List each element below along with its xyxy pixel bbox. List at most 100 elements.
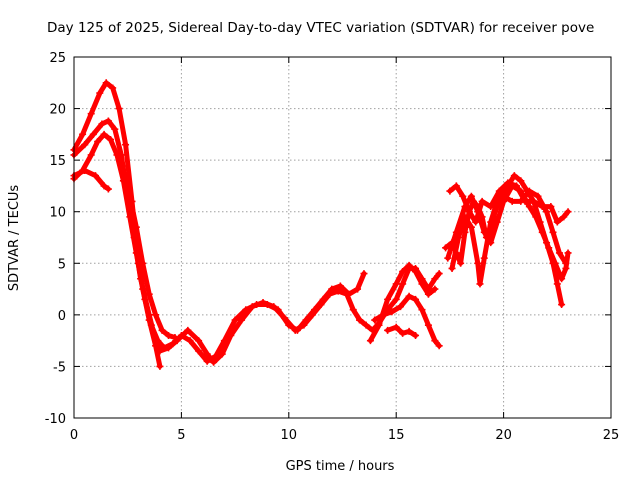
data-point [448, 264, 456, 272]
data-point [203, 357, 211, 365]
data-point [405, 327, 413, 335]
data-point [210, 358, 218, 366]
data-point [467, 223, 475, 231]
data-point [109, 84, 117, 92]
data-point [396, 303, 404, 311]
data-point [478, 197, 486, 205]
data-point [508, 197, 516, 205]
data-point [195, 337, 203, 345]
series-track-3 [70, 166, 112, 193]
y-tick-label: 20 [49, 103, 66, 118]
data-point [388, 308, 396, 316]
data-point [281, 314, 289, 322]
data-point [362, 321, 370, 329]
series-track-2 [70, 117, 364, 366]
data-point [113, 151, 121, 159]
data-point [551, 259, 559, 267]
y-axis-label: SDTVAR / TECUs [7, 185, 22, 292]
data-series [70, 79, 572, 370]
data-point [156, 362, 164, 370]
data-point [384, 326, 392, 334]
data-point [96, 89, 104, 97]
data-point [248, 303, 256, 311]
data-point [487, 218, 495, 226]
series-track-5 [119, 172, 179, 342]
data-point [504, 179, 512, 187]
data-point [545, 244, 553, 252]
data-point [100, 182, 108, 190]
data-point [532, 213, 540, 221]
data-point [547, 203, 555, 211]
data-point [317, 301, 325, 309]
data-point [424, 321, 432, 329]
data-point [476, 280, 484, 288]
data-point [379, 311, 387, 319]
data-point [392, 295, 400, 303]
data-point [371, 316, 379, 324]
data-point [399, 329, 407, 337]
data-point [366, 337, 374, 345]
y-tick-label: 25 [49, 51, 66, 66]
data-point [87, 110, 95, 118]
data-point [530, 197, 538, 205]
data-point [300, 321, 308, 329]
plot-frame [73, 56, 612, 419]
data-point [412, 331, 420, 339]
data-point [510, 172, 518, 180]
data-point [291, 326, 299, 334]
data-point [534, 192, 542, 200]
data-point [444, 254, 452, 262]
y-tick-label: 10 [49, 206, 66, 221]
data-point [375, 321, 383, 329]
data-point [493, 197, 501, 205]
data-point [467, 192, 475, 200]
data-point [122, 141, 130, 149]
data-point [343, 290, 351, 298]
data-point [104, 185, 112, 193]
data-point [480, 254, 488, 262]
series-track-8 [371, 292, 443, 350]
data-point [308, 311, 316, 319]
data-point [517, 177, 525, 185]
data-point [195, 347, 203, 355]
data-point [91, 172, 99, 180]
data-point [454, 234, 462, 241]
x-tick-label: 15 [388, 428, 405, 443]
series-track-12 [446, 179, 572, 226]
data-point [126, 192, 134, 200]
data-point [165, 344, 173, 352]
data-point [459, 192, 467, 200]
x-tick-label: 25 [603, 428, 620, 443]
data-point [461, 213, 469, 221]
data-point [412, 295, 420, 303]
data-point [171, 334, 179, 342]
data-point [399, 268, 407, 276]
data-point [558, 275, 566, 283]
data-point [424, 290, 432, 298]
data-point [139, 259, 147, 267]
x-tick-label: 10 [281, 428, 298, 443]
data-point [405, 292, 413, 300]
series-track-9 [384, 323, 420, 339]
data-point [79, 130, 87, 138]
data-point [405, 261, 413, 269]
data-point [538, 228, 546, 236]
data-point [435, 342, 443, 350]
data-point [102, 79, 110, 87]
data-point [354, 285, 362, 293]
data-point [446, 187, 454, 195]
data-point [98, 120, 106, 128]
series-line [449, 188, 569, 287]
x-axis-label: GPS time / hours [286, 459, 395, 474]
chart-title: Day 125 of 2025, Sidereal Day-to-day VTE… [47, 20, 594, 36]
data-point [500, 192, 508, 200]
data-point [203, 350, 211, 358]
axis-ticks: 0 5 10 15 20 25 -10 -5 0 5 10 15 20 25 [45, 51, 620, 443]
x-tick-label: 0 [70, 428, 78, 443]
data-point [442, 244, 450, 252]
data-point [326, 290, 334, 298]
data-point [493, 218, 501, 226]
data-point [336, 282, 344, 290]
series-line [71, 131, 163, 369]
